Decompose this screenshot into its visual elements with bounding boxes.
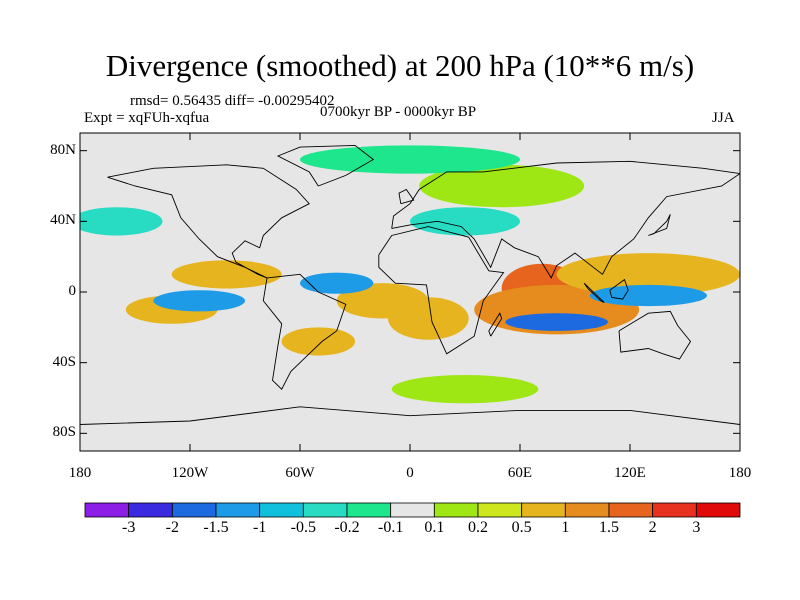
rmsd-diff-text: rmsd= 0.56435 diff= -0.00295402	[130, 93, 335, 109]
colorbar-label: -1.5	[203, 519, 229, 536]
colorbar-swatch	[390, 502, 435, 518]
plot-title: Divergence (smoothed) at 200 hPa (10**6 …	[105, 48, 695, 83]
x-tick-label: 180	[68, 465, 92, 481]
coastline-australia	[618, 310, 692, 360]
colorbar-label: -3	[121, 519, 136, 536]
y-tick-label: 80N	[50, 141, 76, 158]
experiment-text: Expt = xqFUh-xqfua	[84, 110, 210, 126]
x-tick-label: 120W	[171, 465, 209, 481]
x-tick-label: 180	[728, 465, 752, 481]
colorbar-swatch	[215, 502, 261, 518]
colorbar-label: -1	[252, 519, 267, 536]
colorbar-label: -0.1	[377, 519, 404, 536]
region-indian-ocean-blue-band	[505, 313, 608, 331]
colorbar-label: 0.5	[511, 519, 532, 536]
colorbar-swatch	[128, 502, 173, 518]
colorbar-swatch	[652, 502, 697, 518]
region-north-atlantic-blue	[300, 272, 374, 294]
region-siberia-yellow	[419, 164, 585, 208]
colorbar-label: 1.5	[599, 519, 619, 536]
coastline-south-america	[262, 273, 347, 390]
colorbar-swatch	[608, 502, 654, 518]
colorbar-label: 2	[648, 519, 657, 536]
y-tick-label: 80S	[52, 424, 76, 441]
season-text: JJA	[712, 110, 735, 126]
region-north-pacific-cyan	[80, 207, 163, 236]
colorbar-label: 0.1	[424, 519, 445, 536]
coastline-eurasia	[391, 160, 740, 279]
region-south-indian-green	[602, 348, 731, 377]
coastlines	[80, 144, 740, 425]
colorbar-swatch	[302, 502, 348, 518]
region-southern-ocean-green	[391, 375, 539, 404]
coastline-greenland	[276, 144, 375, 187]
colorbar-swatch	[259, 502, 304, 518]
colorbar-label: 1	[561, 519, 570, 536]
region-arctic-green	[300, 145, 520, 174]
coastline-uk	[398, 188, 415, 205]
colorbar-swatch	[171, 502, 217, 518]
colorbar-swatch	[521, 502, 566, 518]
y-tick-label: 0	[68, 283, 77, 299]
axis-ticks	[79, 133, 741, 451]
region-maritime-continent-negative	[589, 284, 707, 307]
divergence-field	[80, 145, 740, 404]
coastline-antarctica	[80, 406, 740, 425]
x-tick-label: 60W	[285, 465, 315, 481]
coastline-borneo	[609, 278, 629, 300]
y-tick-label: 40S	[52, 353, 76, 370]
colorbar-swatch	[346, 502, 392, 518]
colorbar-swatch	[477, 502, 523, 518]
region-central-asia-cyan	[410, 207, 520, 236]
coastline-japan	[648, 214, 671, 236]
colorbar-swatch	[84, 502, 130, 518]
region-south-pacific-blue	[153, 290, 245, 312]
coastline-north-america	[107, 164, 310, 279]
x-tick-label: 60E	[507, 465, 533, 481]
colorbar	[84, 502, 741, 518]
region-central-pacific-orange	[171, 260, 282, 289]
period-text: 0700kyr BP - 0000kyr BP	[320, 104, 477, 120]
coastline-madagascar	[488, 312, 503, 337]
coastline-africa	[378, 226, 505, 355]
colorbar-swatch	[695, 502, 741, 518]
coastline-sumatra	[583, 282, 605, 304]
colorbar-label: 0.2	[468, 519, 488, 536]
x-tick-label: 120E	[614, 465, 646, 481]
colorbar-swatch	[564, 502, 610, 518]
region-south-atlantic-positive	[388, 297, 469, 340]
region-south-america-orange	[281, 327, 356, 356]
region-west-pacific-positive	[556, 253, 740, 296]
colorbar-label: -0.5	[290, 519, 316, 536]
colorbar-swatch	[433, 502, 479, 518]
colorbar-label: 3	[692, 519, 701, 536]
colorbar-label: -2	[165, 519, 179, 536]
y-tick-label: 40N	[50, 212, 76, 229]
colorbar-label: -0.2	[334, 519, 360, 536]
x-tick-label: 0	[406, 465, 414, 481]
